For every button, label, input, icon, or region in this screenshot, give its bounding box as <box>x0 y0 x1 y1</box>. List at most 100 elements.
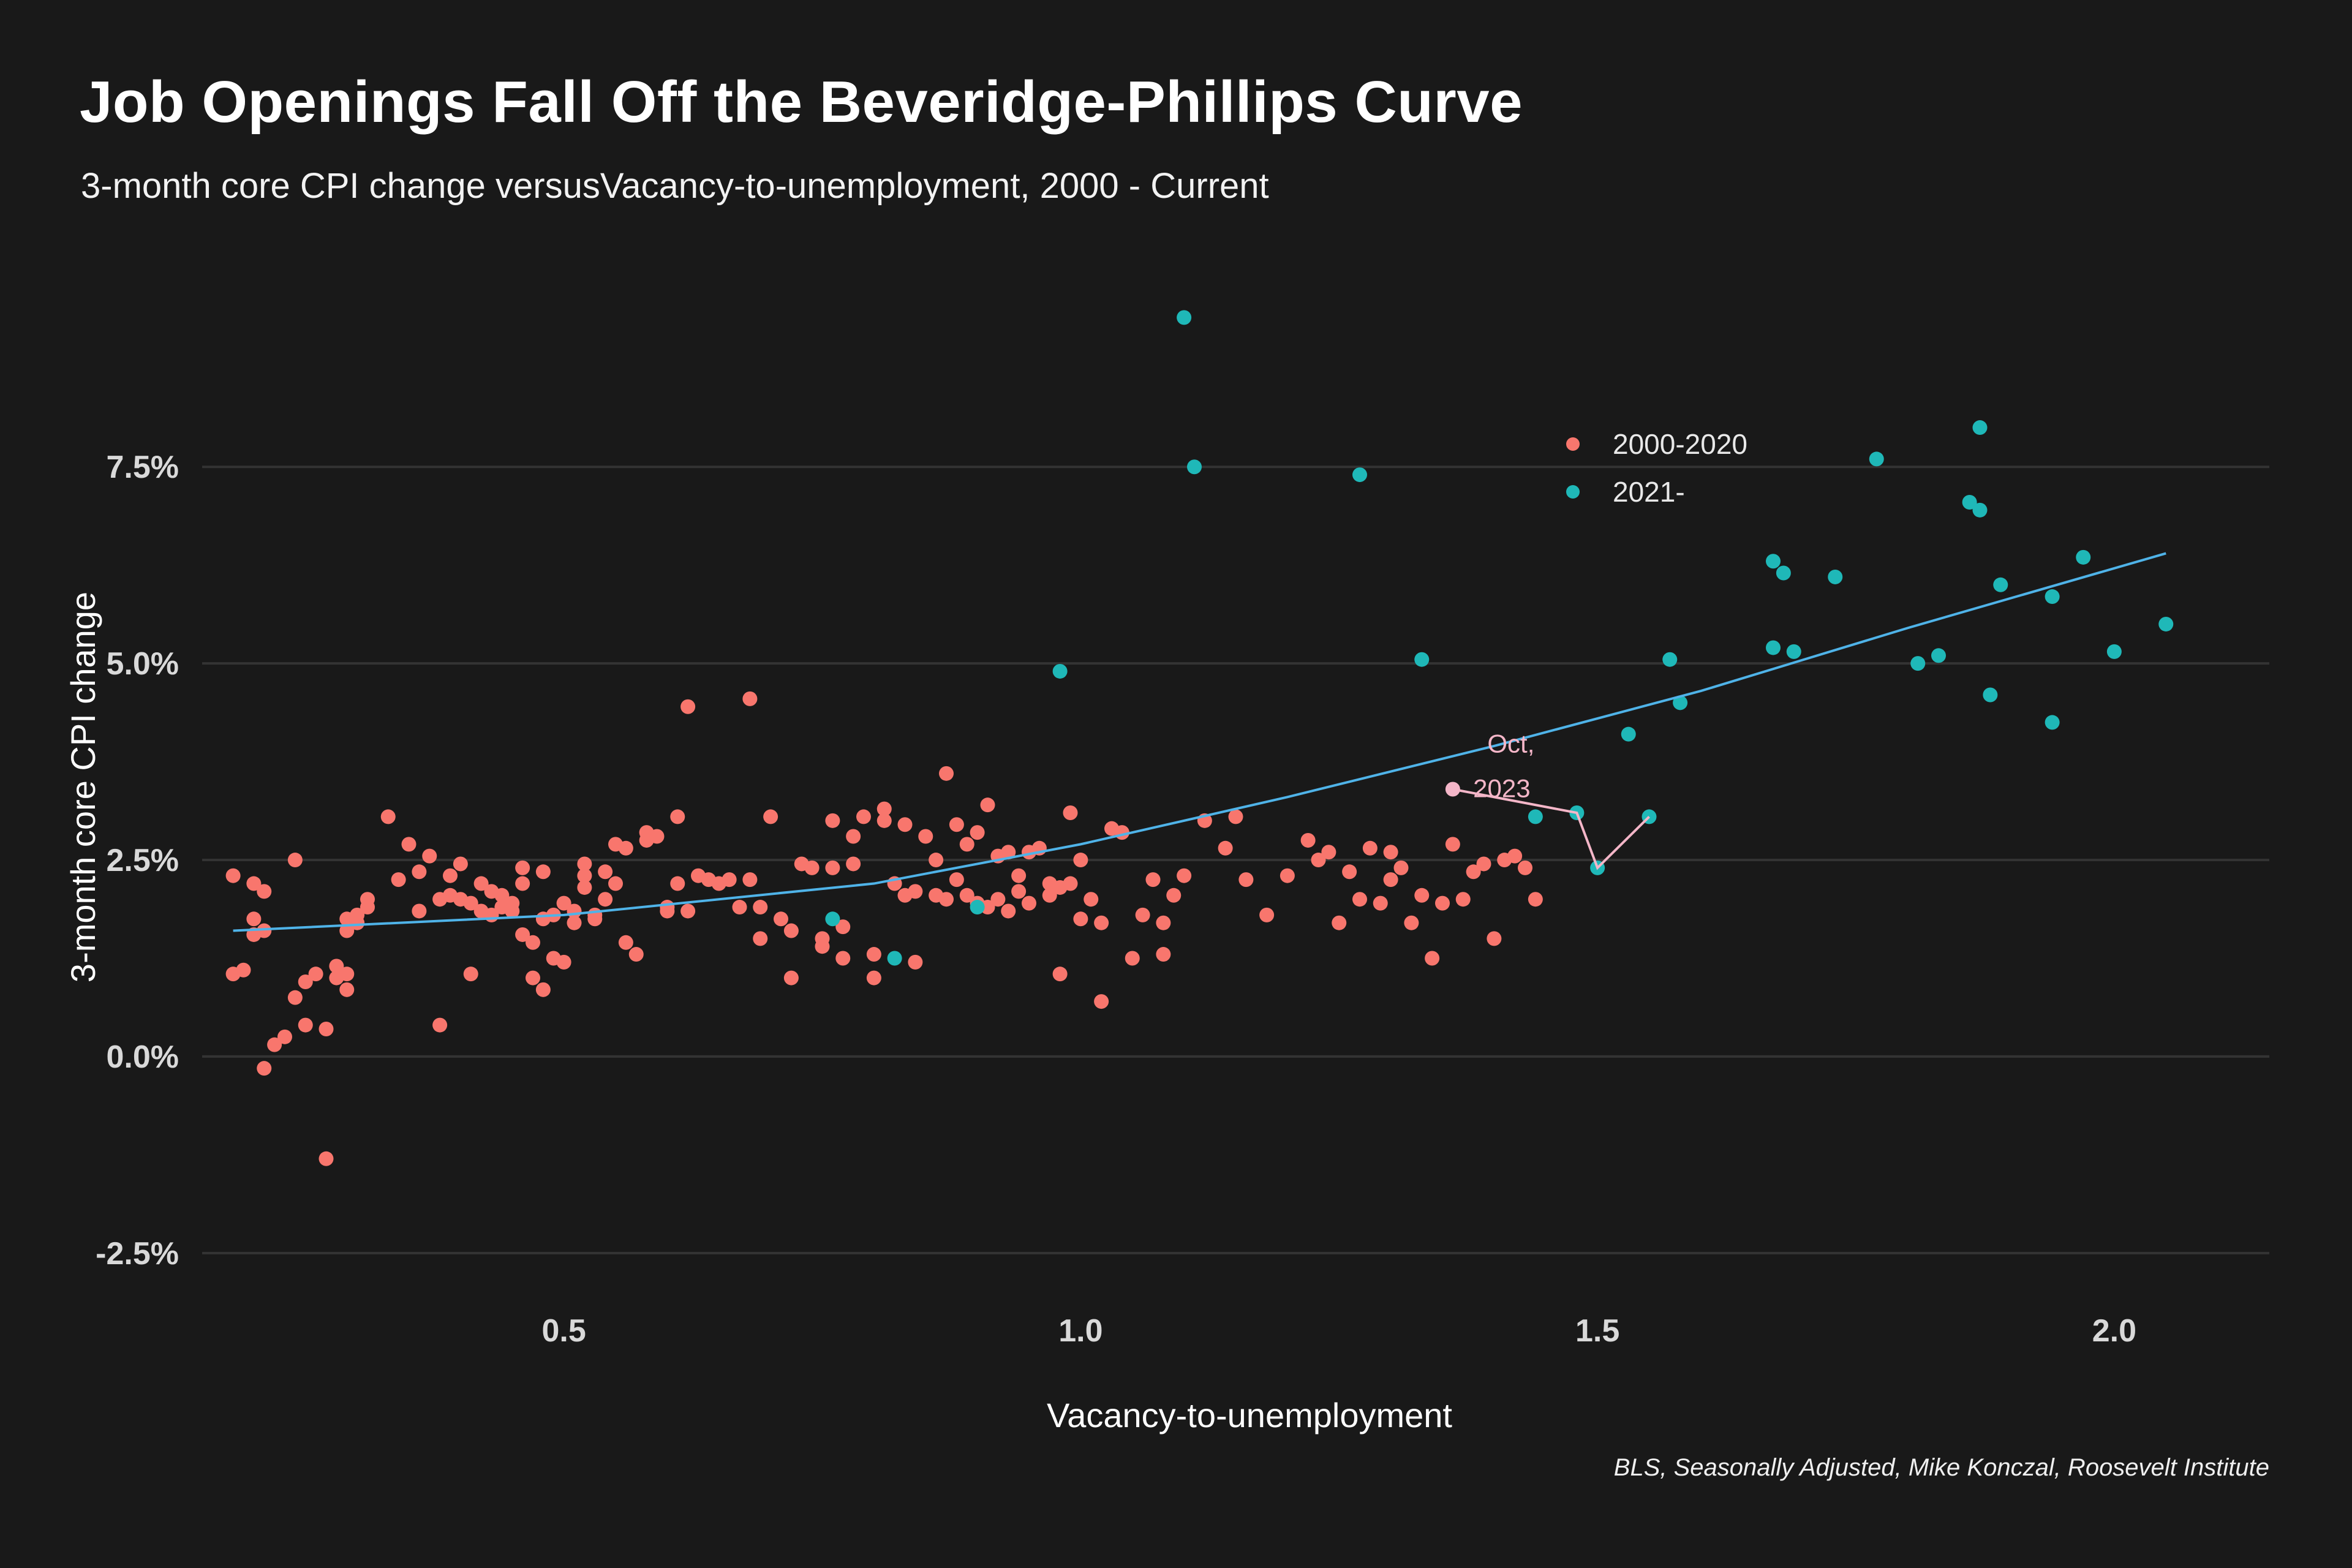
point-2000-2020 <box>298 1017 313 1033</box>
y-tick-label: 0.0% <box>106 1039 179 1075</box>
point-2000-2020 <box>1300 832 1316 848</box>
point-2000-2020 <box>1063 876 1078 891</box>
point-2000-2020 <box>236 962 251 978</box>
highlight-label-year: 2023 <box>1473 774 1530 803</box>
point-2000-2020 <box>1125 951 1140 966</box>
highlight-path <box>1452 788 1650 870</box>
source-caption: BLS, Seasonally Adjusted, Mike Konczal, … <box>1613 1454 2269 1481</box>
point-2000-2020 <box>649 829 665 844</box>
point-2000-2020 <box>825 860 840 875</box>
point-2000-2020 <box>1352 892 1367 907</box>
point-2000-2020 <box>515 876 530 891</box>
point-2000-2020 <box>1001 903 1016 919</box>
point-2000-2020 <box>1218 840 1233 856</box>
point-2021 <box>2158 616 2174 631</box>
point-2000-2020 <box>1094 994 1109 1009</box>
point-2021 <box>825 911 840 927</box>
point-2000-2020 <box>1084 892 1099 907</box>
point-2000-2020 <box>246 876 262 891</box>
point-2000-2020 <box>422 848 437 864</box>
point-2000-2020 <box>1311 853 1326 868</box>
point-2000-2020 <box>918 829 933 844</box>
point-2021 <box>1673 695 1688 710</box>
point-2021 <box>1177 310 1192 325</box>
y-axis-ticks: -2.5% 0.0% 2.5% 5.0% 7.5% <box>96 450 179 1272</box>
point-2000-2020 <box>783 923 799 938</box>
point-2000-2020 <box>577 868 592 883</box>
point-2000-2020 <box>1001 845 1016 860</box>
legend: 2000-2020 2021- <box>1566 428 1747 508</box>
point-2000-2020 <box>1073 853 1088 868</box>
trend-line-group <box>233 552 2166 932</box>
point-2000-2020 <box>1238 872 1254 888</box>
point-2000-2020 <box>1177 868 1192 883</box>
point-2000-2020 <box>608 876 623 891</box>
point-2000-2020 <box>412 903 427 919</box>
point-2000-2020 <box>443 868 458 883</box>
point-2000-2020 <box>680 699 696 714</box>
y-axis-label: 3-month core CPI change <box>64 592 102 982</box>
point-2000-2020 <box>939 892 954 907</box>
point-2000-2020 <box>804 860 820 875</box>
point-2000-2020 <box>908 884 923 899</box>
point-2000-2020 <box>1362 840 1378 856</box>
point-2000-2020 <box>598 864 613 880</box>
point-2000-2020 <box>1383 872 1398 888</box>
point-2021 <box>887 951 902 966</box>
point-2000-2020 <box>318 1022 334 1036</box>
point-2000-2020 <box>515 860 530 875</box>
point-2000-2020 <box>1022 895 1036 911</box>
point-2000-2020 <box>980 797 995 813</box>
point-2000-2020 <box>318 1151 334 1166</box>
point-2000-2020 <box>298 974 313 989</box>
point-2021 <box>1869 451 1884 467</box>
point-2000-2020 <box>959 888 974 903</box>
x-tick-label: 0.5 <box>541 1313 586 1349</box>
point-2000-2020 <box>1528 892 1543 907</box>
point-2000-2020 <box>453 856 468 872</box>
point-2000-2020 <box>360 900 375 915</box>
point-2000-2020 <box>567 915 582 930</box>
point-2000-2020 <box>463 967 478 982</box>
point-2000-2020 <box>1094 915 1109 930</box>
legend-swatch-2000-2020 <box>1566 437 1580 451</box>
point-2000-2020 <box>1228 809 1243 824</box>
point-2000-2020 <box>257 923 272 938</box>
point-2000-2020 <box>287 853 303 868</box>
point-2000-2020 <box>732 900 747 915</box>
trend-line <box>233 552 2166 932</box>
point-2000-2020 <box>1507 848 1523 864</box>
point-2000-2020 <box>670 809 685 824</box>
point-2021 <box>1414 652 1430 667</box>
y-tick-label: 5.0% <box>106 646 179 682</box>
point-2000-2020 <box>929 853 944 868</box>
point-2000-2020 <box>515 927 530 942</box>
point-2000-2020 <box>432 1017 448 1033</box>
point-2000-2020 <box>380 809 396 824</box>
point-2000-2020 <box>494 888 510 903</box>
point-2000-2020 <box>526 970 540 986</box>
point-2000-2020 <box>835 919 851 935</box>
point-2021 <box>1962 495 1977 510</box>
point-2000-2020 <box>825 813 840 828</box>
point-2000-2020 <box>618 840 633 856</box>
point-2000-2020 <box>753 931 768 946</box>
point-2000-2020 <box>267 1037 282 1052</box>
point-2000-2020 <box>1404 915 1419 930</box>
point-2021 <box>1528 809 1543 824</box>
point-2000-2020 <box>1435 895 1450 911</box>
point-2021 <box>1910 656 1926 671</box>
x-tick-label: 1.5 <box>1575 1313 1619 1349</box>
y-tick-label: -2.5% <box>96 1236 179 1272</box>
point-2000-2020 <box>1052 967 1068 982</box>
point-2000-2020 <box>1425 951 1440 966</box>
point-2000-2020 <box>753 900 768 915</box>
point-2000-2020 <box>1445 837 1460 852</box>
point-2021 <box>1786 644 1801 659</box>
page-title: Job Openings Fall Off the Beveridge-Phil… <box>80 69 1523 135</box>
point-2000-2020 <box>949 872 964 888</box>
point-2000-2020 <box>535 982 551 997</box>
point-2000-2020 <box>329 959 344 974</box>
point-2000-2020 <box>618 935 633 950</box>
